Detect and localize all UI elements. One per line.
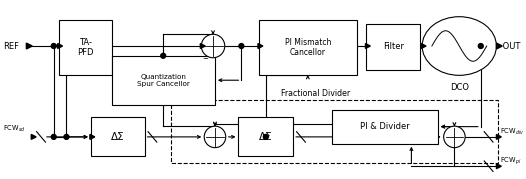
Text: ΔΣ: ΔΣ [259,132,272,142]
Ellipse shape [422,17,497,75]
Polygon shape [90,134,95,139]
Circle shape [264,134,268,139]
Text: FCW$_{div}$: FCW$_{div}$ [500,127,524,137]
Polygon shape [366,43,370,49]
Bar [91,117,145,156]
Text: FCW$_{sd}$: FCW$_{sd}$ [3,124,25,134]
Circle shape [52,43,56,49]
Bar [238,117,293,156]
Text: Filter: Filter [383,42,404,52]
Circle shape [52,134,56,139]
Polygon shape [421,43,426,49]
Polygon shape [258,43,263,49]
Text: REF: REF [3,42,19,50]
Polygon shape [58,43,63,49]
Polygon shape [200,43,205,49]
Text: Quantization
Spur Cancellor: Quantization Spur Cancellor [137,74,190,87]
Bar [171,100,498,163]
Bar [367,24,420,71]
Text: TA-
PFD: TA- PFD [77,38,94,57]
Polygon shape [497,134,501,139]
Polygon shape [497,43,502,49]
Circle shape [201,34,225,58]
Circle shape [239,43,244,49]
Text: OUT: OUT [500,42,521,50]
Text: PI & Divider: PI & Divider [360,122,410,131]
Text: FCW$_{pi}$: FCW$_{pi}$ [500,156,522,167]
Text: ΔΣ: ΔΣ [111,132,125,142]
Text: DCO: DCO [450,83,469,92]
Text: −: − [203,56,208,62]
Polygon shape [497,164,501,169]
Bar [58,20,113,75]
Polygon shape [26,43,32,49]
Circle shape [64,134,69,139]
Bar [113,56,215,105]
Bar [332,110,438,144]
Circle shape [478,43,483,49]
Polygon shape [31,134,36,139]
Circle shape [443,126,465,148]
Bar [259,20,357,75]
Text: PI Mismatch
Cancellor: PI Mismatch Cancellor [285,38,331,57]
Circle shape [161,53,166,58]
Circle shape [204,126,226,148]
Text: Fractional Divider: Fractional Divider [280,89,350,98]
